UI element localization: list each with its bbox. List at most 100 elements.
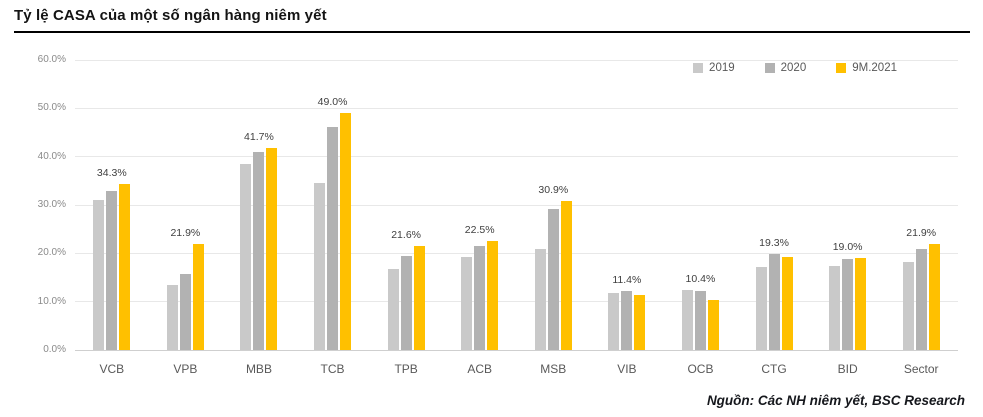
y-tick-label: 10.0% — [37, 295, 66, 307]
source-note: Nguồn: Các NH niêm yết, BSC Research — [706, 393, 965, 408]
bar-2019-CTG — [755, 266, 767, 350]
data-label-Sector: 21.9% — [906, 227, 937, 240]
bar-2020-MBB — [253, 151, 265, 350]
bar-2020-BID — [842, 259, 854, 350]
bar-9M.2021-ACB — [487, 241, 499, 350]
data-label-TPB: 21.6% — [391, 228, 421, 241]
bar-group-OCB: 10.4% — [664, 60, 738, 350]
bar-group-BID: 19.0% — [811, 60, 885, 350]
bar-2019-ACB — [461, 256, 473, 350]
x-tick-label-TCB: TCB — [320, 362, 345, 376]
legend-label-2020: 2020 — [780, 62, 807, 74]
data-label-MSB: 30.9% — [538, 183, 569, 196]
legend-item-2019: 2019 — [693, 62, 735, 74]
bar-group-ACB: 22.5% — [443, 60, 517, 350]
data-label-VPB: 21.9% — [170, 227, 201, 240]
y-tick-label: 20.0% — [37, 247, 66, 259]
bar-2019-BID — [829, 266, 841, 350]
bar-2019-MBB — [240, 163, 252, 350]
bar-9M.2021-VCB — [119, 184, 131, 350]
x-tick-label-ACB: ACB — [467, 362, 493, 376]
bar-2020-VPB — [179, 273, 191, 350]
title-divider — [14, 31, 970, 33]
bar-2019-VCB — [93, 200, 105, 350]
legend-label-9M.2021: 9M.2021 — [852, 62, 897, 74]
x-tick-label-OCB: OCB — [687, 362, 714, 376]
gridline-10 — [75, 301, 958, 303]
bar-2020-OCB — [694, 291, 706, 350]
y-tick-label: 60.0% — [37, 54, 66, 65]
x-tick-label-VCB: VCB — [99, 362, 125, 376]
bar-2020-VIB — [621, 290, 633, 350]
bar-2020-ACB — [474, 246, 486, 350]
data-label-VCB: 34.3% — [96, 167, 127, 180]
chart-legend: 2019 2020 9M.2021 — [693, 62, 897, 74]
legend-item-2020: 2020 — [764, 62, 807, 74]
y-tick-label: 30.0% — [37, 199, 66, 210]
gridline-0 — [75, 349, 958, 351]
x-tick-label-BID: BID — [837, 362, 858, 376]
x-tick-label-Sector: Sector — [903, 362, 939, 376]
bar-2019-VPB — [166, 284, 178, 350]
bar-2020-CTG — [768, 253, 780, 350]
bar-9M.2021-CTG — [781, 256, 793, 350]
bar-group-CTG: 19.3% — [737, 60, 811, 350]
bar-2019-VIB — [608, 292, 620, 350]
bar-group-MBB: 41.7% — [222, 60, 296, 350]
gridline-60 — [75, 59, 958, 61]
y-tick-label: 40.0% — [37, 150, 66, 162]
bar-group-VPB: 21.9% — [149, 60, 223, 350]
bar-9M.2021-VPB — [192, 244, 204, 350]
bar-9M.2021-BID — [855, 258, 867, 350]
bar-2019-TPB — [387, 268, 399, 350]
data-label-BID: 19.0% — [832, 241, 863, 254]
x-tick-label-VIB: VIB — [617, 362, 637, 376]
bar-2019-TCB — [314, 182, 326, 350]
bar-group-Sector: 21.9% — [884, 60, 958, 350]
y-tick-label: 50.0% — [37, 102, 66, 114]
bar-9M.2021-VIB — [634, 294, 646, 350]
legend-swatch-9M.2021 — [836, 63, 847, 73]
bar-group-TPB: 21.6% — [369, 60, 443, 350]
data-label-VIB: 11.4% — [612, 273, 642, 286]
bar-9M.2021-TPB — [413, 245, 425, 350]
bar-2019-Sector — [902, 261, 914, 350]
legend-label-2019: 2019 — [709, 62, 735, 74]
gridline-20 — [75, 252, 958, 254]
bar-2020-TCB — [327, 126, 339, 350]
x-tick-label-TPB: TPB — [394, 362, 418, 376]
bar-9M.2021-MBB — [266, 148, 278, 350]
bar-2020-TPB — [400, 255, 412, 350]
legend-swatch-2019 — [693, 63, 704, 73]
x-tick-label-MBB: MBB — [245, 362, 272, 376]
data-label-MBB: 41.7% — [244, 131, 274, 144]
data-label-ACB: 22.5% — [464, 224, 495, 237]
bar-9M.2021-MSB — [560, 200, 572, 350]
bar-2020-MSB — [547, 208, 559, 350]
bar-9M.2021-OCB — [707, 299, 719, 350]
data-label-CTG: 19.3% — [759, 236, 789, 249]
y-tick-label: 0.0% — [43, 344, 66, 355]
bar-2019-MSB — [534, 249, 546, 350]
x-tick-label-VPB: VPB — [173, 362, 198, 376]
x-tick-label-MSB: MSB — [540, 362, 567, 376]
bar-2020-Sector — [915, 249, 927, 350]
bar-group-VCB: 34.3% — [75, 60, 149, 350]
gridline-30 — [75, 204, 958, 206]
gridline-40 — [75, 156, 958, 158]
bar-group-MSB: 30.9% — [517, 60, 591, 350]
data-label-TCB: 49.0% — [317, 96, 348, 109]
bar-group-TCB: 49.0% — [296, 60, 370, 350]
gridline-50 — [75, 107, 958, 109]
bar-2020-VCB — [106, 190, 118, 350]
bar-group-VIB: 11.4% — [590, 60, 664, 350]
data-label-OCB: 10.4% — [685, 272, 716, 285]
legend-item-9M.2021: 9M.2021 — [836, 62, 897, 74]
bar-2019-OCB — [681, 289, 693, 350]
casa-bar-chart-plot: 34.3% 21.9% 41.7% 49.0% 21.6% 22.5% 30.9% 11.4%… — [75, 59, 958, 351]
legend-swatch-2020 — [764, 63, 775, 73]
chart-title: Tỷ lệ CASA của một số ngân hàng niêm yết — [14, 7, 327, 24]
bar-9M.2021-Sector — [928, 244, 940, 350]
x-tick-label-CTG: CTG — [761, 362, 787, 376]
